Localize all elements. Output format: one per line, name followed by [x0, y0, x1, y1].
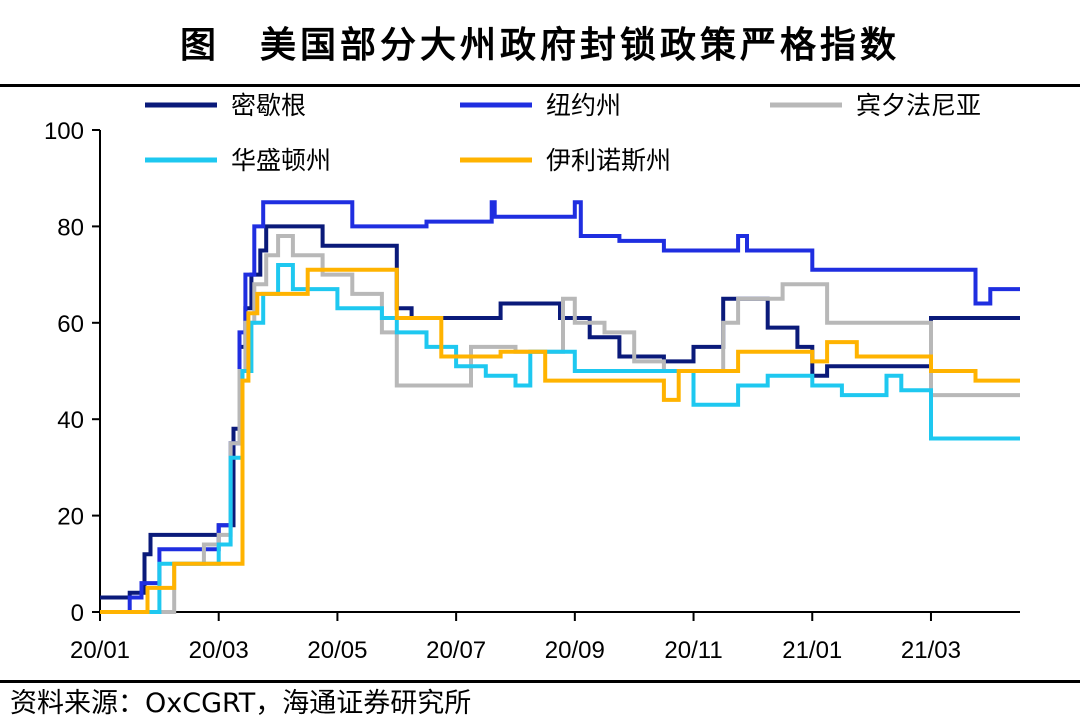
y-tick-label: 60: [57, 311, 84, 338]
legend-label: 密歇根: [231, 91, 306, 120]
legend-label: 宾夕法尼亚: [856, 91, 981, 120]
y-tick-label: 0: [71, 600, 84, 627]
y-tick-label: 100: [44, 118, 84, 145]
x-tick-label: 20/01: [70, 637, 130, 664]
chart-title-bar: 图 美国部分大州政府封锁政策严格指数: [0, 0, 1080, 84]
x-tick-label: 20/11: [664, 637, 722, 664]
y-tick-label: 40: [57, 407, 84, 434]
source-divider: [0, 680, 1080, 683]
y-tick-label: 20: [57, 504, 84, 531]
legend-label: 伊利诺斯州: [546, 146, 671, 175]
legend-label: 华盛顿州: [231, 146, 331, 175]
series-line-伊利诺斯州: [100, 267, 1020, 614]
line-chart: 0 20 40 60 80 100 20/01 20/03 20/05 20/07 20/09 20/…: [44, 91, 1020, 664]
legend-label: 纽约州: [546, 91, 621, 120]
series-line-宾夕法尼亚: [100, 234, 1020, 614]
x-tick-label: 21/01: [782, 637, 842, 664]
x-tick-label: 20/05: [307, 637, 367, 664]
chart-title: 图 美国部分大州政府封锁政策严格指数: [179, 24, 900, 66]
y-tick-label: 80: [57, 214, 84, 241]
x-tick-label: 21/03: [901, 637, 961, 664]
x-tick-label: 20/07: [426, 637, 486, 664]
title-divider: [0, 84, 1080, 87]
x-tick-label: 20/09: [545, 637, 605, 664]
x-tick-label: 20/03: [189, 637, 249, 664]
source-note: 资料来源：OxCGRT，海通证券研究所: [10, 688, 472, 719]
